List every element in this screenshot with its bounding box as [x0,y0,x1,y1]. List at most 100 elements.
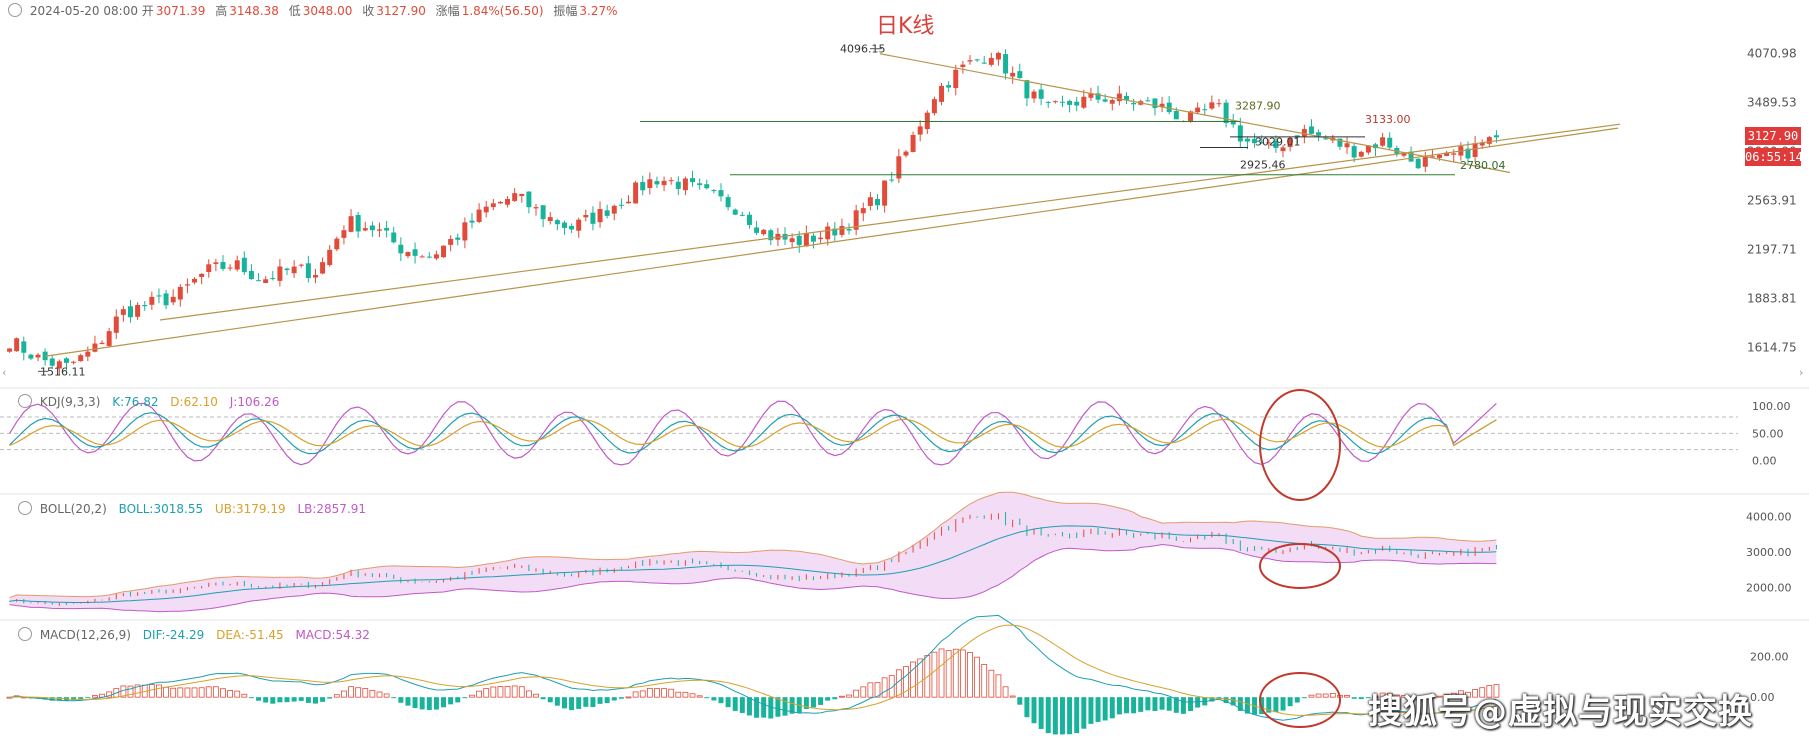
candle-body [1244,138,1250,142]
macd-bar [675,691,682,698]
macd-bar [148,684,155,698]
macd-bar [754,697,760,718]
candle-body [1344,143,1350,148]
candle-body [597,208,603,223]
candle-body [1472,143,1478,157]
candle-body [1095,93,1101,100]
macd-bar [583,697,589,707]
macd-bar [177,687,184,698]
macd-bar [938,648,945,698]
candle-body [1415,158,1421,169]
candle-body [1152,98,1158,109]
candle-body [1429,156,1435,158]
candle-body [426,256,432,258]
boll-legend: BOLL(20,2) BOLL:3018.55 UB:3179.19 LB:28… [18,501,374,516]
macd-bar [490,686,497,698]
eye-icon[interactable] [18,394,32,408]
macd-bar [1308,694,1315,698]
high-label: 高 [215,4,228,18]
macd-bar [782,697,788,716]
macd-bar [455,697,461,703]
price-axis-tick: 2563.91 [1747,193,1797,207]
macd-bar [590,697,596,708]
chart-title: 日K线 [876,14,935,39]
macd-bar [661,688,667,698]
scroll-right-icon[interactable]: › [1799,366,1804,379]
candle-body [1159,103,1165,107]
candle-body [839,226,845,235]
candle-body [917,126,923,135]
candle-body [92,343,98,352]
candle-body [675,181,681,189]
eye-icon[interactable] [18,627,32,641]
candle-body [1067,100,1073,105]
macd-bar [348,686,354,698]
macd-bar [1329,693,1336,698]
candle-body [661,180,667,186]
macd-bar [1052,697,1058,735]
macd-bar [646,687,653,698]
candle-body [1024,80,1030,99]
candle-body [818,237,824,240]
open-label: 开 [141,4,154,18]
candle-body [369,225,375,231]
high-value: 3148.38 [229,4,279,18]
candle-body [1074,101,1080,106]
macd-bar [810,697,816,708]
eye-icon[interactable] [18,501,32,515]
macd-bar [1450,692,1457,698]
candle-body [1465,148,1471,159]
candle-body [341,230,347,238]
macd-bar [398,697,404,703]
candle-body [1408,151,1414,162]
macd-bar [561,697,567,709]
candle-body [469,220,475,223]
macd-bar [1159,697,1165,710]
macd-bar [263,697,269,703]
macd-bar [1457,690,1464,698]
candle-body [177,286,183,300]
macd-bar [1152,697,1158,711]
macd-bar [511,685,518,698]
candle-body [533,207,539,209]
candle-body [312,275,318,278]
macd-dea-line [9,624,1497,716]
scroll-left-icon[interactable]: ‹ [2,366,7,379]
macd-bar [1017,697,1023,705]
macd-bar [853,689,860,698]
candle-body [49,358,55,366]
candle-body [1017,71,1023,79]
macd-bar [448,697,454,705]
candle-body [519,193,525,197]
candle-body [170,296,176,303]
candle-body [768,230,774,241]
highlight-circle-kdj [1259,389,1341,501]
candle-body [633,182,639,204]
header-datetime: 2024-05-20 08:00 [29,4,138,18]
price-axis-tick: 2197.71 [1747,242,1797,256]
macd-bar [1173,697,1179,713]
candle-body [1273,140,1279,148]
macd-bar [1045,697,1051,734]
macd-bar [910,661,916,698]
macd-bar [632,691,639,698]
macd-bar [1166,697,1172,711]
candle-body [1109,100,1115,104]
macd-bar [1294,697,1300,703]
candle-body [476,209,482,222]
candle-body [106,331,112,346]
eye-icon[interactable] [8,3,22,17]
highlight-circle-macd [1259,672,1341,728]
kdj-axis-tick: 100.00 [1752,400,1791,413]
support-trendline-lower [44,127,1619,357]
candle-body [184,284,190,286]
macd-bar [967,652,973,698]
macd-bar [639,690,646,698]
macd-bar [1422,697,1428,700]
macd-bar [433,697,439,710]
macd-bar [320,697,326,702]
macd-bar [711,697,717,701]
candle-body [554,220,560,225]
candle-body [149,296,155,305]
